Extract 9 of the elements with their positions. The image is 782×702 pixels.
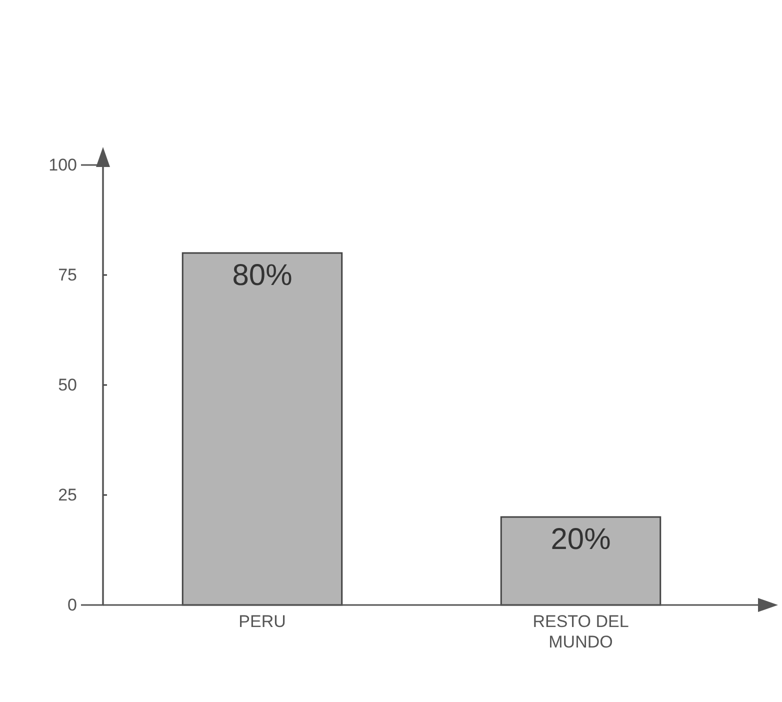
x-tick-label: RESTO DEL MUNDO bbox=[532, 612, 629, 652]
data-label: 80% bbox=[232, 259, 292, 292]
data-label: 20% bbox=[550, 523, 611, 556]
x-tick-label: PERU bbox=[238, 612, 286, 632]
y-tick-label: 50 bbox=[58, 375, 77, 394]
y-tick-label: 25 bbox=[58, 485, 77, 504]
y-tick-label: 75 bbox=[58, 265, 77, 284]
y-tick-label: 100 bbox=[48, 155, 77, 174]
y-tick-label: 0 bbox=[68, 595, 77, 614]
